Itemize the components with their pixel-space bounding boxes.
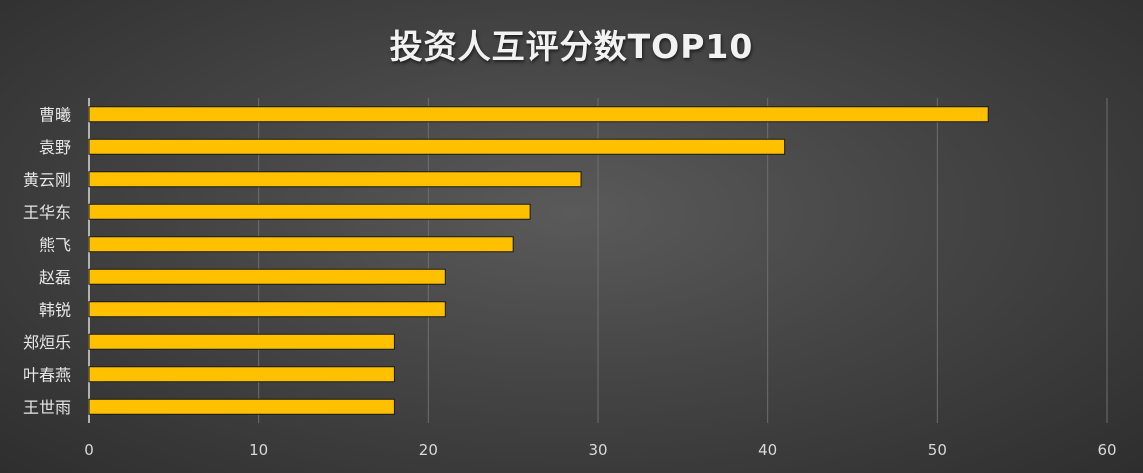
bar — [88, 138, 786, 155]
bar — [88, 398, 395, 415]
x-tick-label: 50 — [928, 441, 947, 459]
category-label: 叶春燕 — [23, 365, 71, 384]
category-label: 赵磊 — [39, 268, 71, 287]
category-label: 王华东 — [23, 203, 71, 222]
category-label: 韩锐 — [39, 300, 71, 319]
x-tick-label: 60 — [1097, 441, 1116, 459]
category-label: 郑烜乐 — [23, 333, 71, 352]
category-label: 熊飞 — [39, 235, 71, 254]
bar — [88, 203, 531, 220]
bar — [88, 268, 446, 285]
category-label: 王世雨 — [23, 398, 71, 417]
bar — [88, 171, 582, 188]
x-tick-label: 0 — [84, 441, 94, 459]
x-tick-label: 20 — [419, 441, 438, 459]
x-tick-label: 30 — [588, 441, 607, 459]
category-label: 黄云刚 — [23, 170, 71, 189]
category-label: 曹曦 — [39, 105, 71, 124]
bar — [88, 236, 514, 253]
bar — [88, 106, 989, 123]
bar — [88, 333, 395, 350]
x-tick-label: 10 — [249, 441, 268, 459]
bar — [88, 366, 395, 383]
category-label: 袁野 — [39, 138, 71, 157]
bar — [88, 301, 446, 318]
chart-title: 投资人互评分数TOP10 — [389, 27, 754, 66]
x-tick-label: 40 — [758, 441, 777, 459]
